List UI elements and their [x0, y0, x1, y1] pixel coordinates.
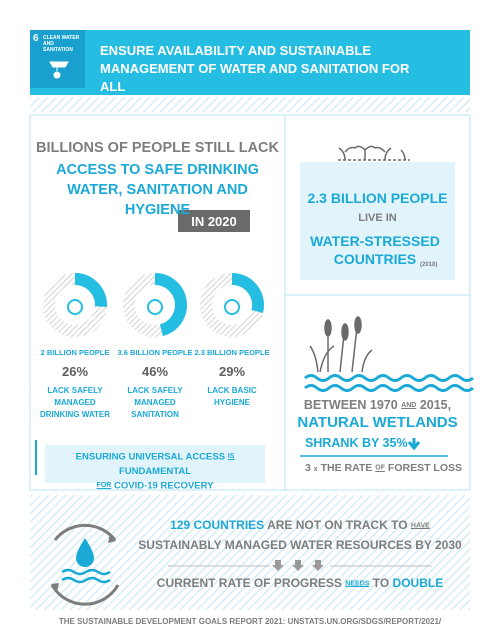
sprout-icon — [338, 145, 410, 161]
text: FOREST LOSS — [387, 462, 462, 474]
text: HAVE — [410, 522, 430, 530]
progress-line: CURRENT RATE OF PROGRESS NEEDS TO DOUBLE — [130, 576, 470, 590]
text: OF — [375, 464, 385, 472]
stress-year: (2018) — [420, 262, 438, 268]
down-arrow — [407, 438, 421, 451]
header-band — [30, 30, 470, 95]
text: NEEDS — [345, 580, 370, 588]
stress-people: 2.3 BILLION PEOPLE — [307, 190, 448, 206]
text: TO — [372, 576, 390, 590]
donut-group — [43, 273, 264, 337]
percent-label: 46% — [141, 364, 169, 379]
progress-line: 129 COUNTRIES ARE NOT ON TRACK TO HAVE — [130, 518, 470, 532]
goal-icon — [49, 61, 69, 79]
donut-icon — [147, 299, 163, 315]
goal-name: CLEAN WATER AND SANITATION — [43, 35, 80, 53]
goal-number: 6 — [33, 33, 39, 44]
text: DOUBLE — [392, 576, 444, 590]
text: 2015, — [419, 398, 452, 412]
text: BETWEEN 1970 — [303, 398, 398, 412]
text: THE RATE — [320, 462, 373, 474]
reeds-icon — [309, 316, 373, 373]
text: AND — [401, 402, 417, 410]
text: FOR — [96, 481, 112, 489]
access-heading: BILLIONS OF PEOPLE STILL LACK — [35, 140, 280, 156]
donut-arc — [231, 273, 264, 313]
down-arrows — [272, 560, 324, 571]
year-badge-bg — [178, 210, 250, 232]
wetlands-line: NATURAL WETLANDS — [297, 414, 458, 431]
text: IS — [227, 453, 235, 460]
wetlands-line: BETWEEN 1970 AND 2015, — [290, 398, 465, 412]
wetlands-rate: 3 x THE RATE OF FOREST LOSS — [305, 462, 462, 474]
percent-label: 29% — [218, 364, 246, 379]
text: ENSURING UNIVERSAL ACCESS — [75, 451, 226, 463]
people-label: 2 BILLION PEOPLE — [40, 348, 110, 357]
source: THE SUSTAINABLE DEVELOPMENT GOALS REPORT… — [58, 617, 442, 626]
text: ARE NOT ON TRACK — [267, 518, 388, 532]
text: 3 — [305, 462, 311, 474]
people-label: 3.6 BILLION PEOPLE — [117, 348, 193, 357]
stress-box — [300, 162, 455, 280]
donut-icon — [67, 299, 83, 315]
text: FUNDAMENTAL — [118, 465, 192, 477]
donut-icon — [224, 299, 240, 315]
donut-arc — [74, 273, 107, 308]
year-badge: IN 2020 — [191, 214, 237, 229]
wetlands-line: SHRANK BY 35% — [305, 436, 408, 450]
text: CURRENT RATE OF PROGRESS — [156, 576, 342, 590]
text: x — [313, 466, 318, 473]
stress-live: LIVE IN — [358, 212, 397, 224]
header-title: ENSURE AVAILABILITY AND SUSTAINABLE MANA… — [100, 43, 410, 94]
covid-text: ENSURING UNIVERSAL ACCESS IS FUNDAMENTAL… — [45, 450, 265, 493]
bottom-panel — [30, 495, 470, 610]
text: 129 COUNTRIES — [170, 518, 265, 532]
access-heading: ACCESS TO SAFE DRINKING WATER, SANITATIO… — [56, 162, 259, 218]
hatch-stripe — [30, 97, 470, 112]
text: COVID-19 RECOVERY — [114, 480, 214, 492]
description: LACK BASIC HYGIENE — [207, 386, 257, 407]
progress-line: SUSTAINABLY MANAGED WATER RESOURCES BY 2… — [138, 538, 462, 552]
stress-countries: WATER-STRESSED COUNTRIES — [310, 233, 440, 267]
people-label: 2.3 BILLION PEOPLE — [194, 348, 270, 357]
donut-arc — [154, 273, 187, 336]
description: LACK SAFELY MANAGED DRINKING WATER — [39, 386, 111, 419]
cycle-icon — [50, 523, 120, 606]
percent-label: 26% — [61, 364, 89, 379]
covid-box — [45, 445, 265, 483]
text: TO — [391, 518, 408, 532]
description: LACK SAFELY MANAGED SANITATION — [127, 386, 183, 419]
waves — [304, 374, 474, 392]
